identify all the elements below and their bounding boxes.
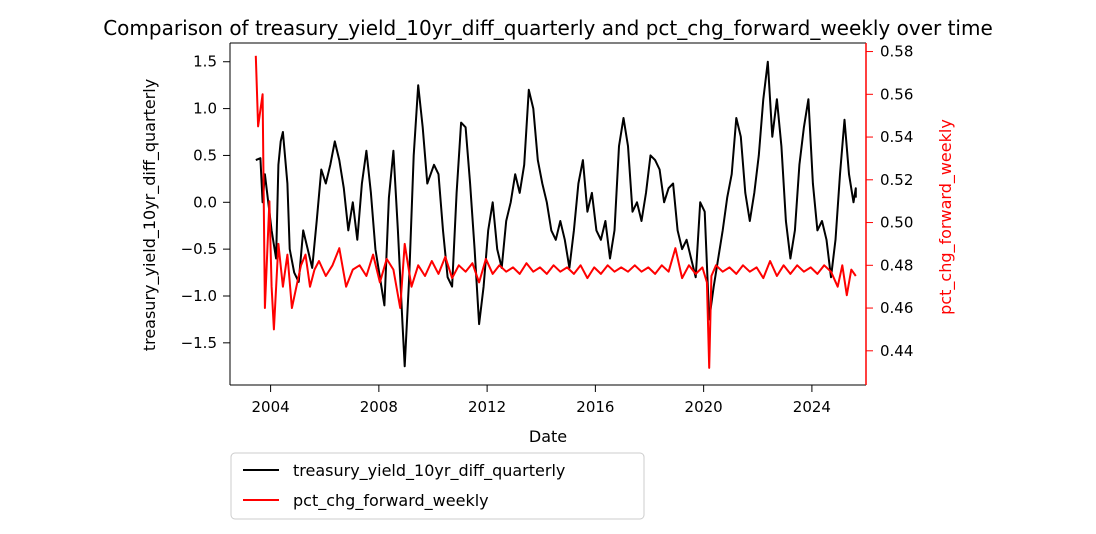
y-right-axis-label: pct_chg_forward_weekly <box>936 119 956 315</box>
y-left-tick-label: 0.5 <box>193 146 217 164</box>
y-right-tick-label: 0.52 <box>880 171 913 189</box>
y-left-tick-label: −0.5 <box>181 240 217 258</box>
y-left-tick-label: −1.0 <box>181 287 217 305</box>
y-right-tick-label: 0.54 <box>880 128 913 146</box>
x-tick-label: 2008 <box>360 398 398 416</box>
y-right-tick-label: 0.44 <box>880 342 913 360</box>
y-left-tick-label: 1.0 <box>193 100 217 118</box>
y-left-axis-ticks: −1.5 −1.0 −0.5 0.0 0.5 1.0 1.5 <box>181 53 230 352</box>
y-left-tick-label: 0.0 <box>193 193 217 211</box>
x-tick-label: 2004 <box>252 398 290 416</box>
y-right-tick-label: 0.58 <box>880 43 913 61</box>
y-left-axis-label: treasury_yield_10yr_diff_quarterly <box>140 79 160 351</box>
series-line-treasury-yield <box>255 60 857 368</box>
legend-label-pct-chg-forward: pct_chg_forward_weekly <box>293 491 489 511</box>
x-tick-label: 2016 <box>576 398 614 416</box>
y-right-tick-label: 0.50 <box>880 214 913 232</box>
y-left-tick-label: 1.5 <box>193 53 217 71</box>
x-tick-label: 2012 <box>468 398 506 416</box>
y-left-tick-label: −1.5 <box>181 334 217 352</box>
x-axis-ticks: 2004 2008 2012 2016 2020 2024 <box>252 385 831 416</box>
legend-box <box>230 452 645 520</box>
chart-title: Comparison of treasury_yield_10yr_diff_q… <box>103 16 993 40</box>
x-axis-label: Date <box>529 427 567 446</box>
y-right-tick-label: 0.48 <box>880 256 913 274</box>
x-tick-label: 2020 <box>685 398 723 416</box>
legend: treasury_yield_10yr_diff_quarterly pct_c… <box>230 452 645 520</box>
series-line-pct-chg-forward <box>254 55 857 369</box>
y-right-tick-label: 0.46 <box>880 299 913 317</box>
x-tick-label: 2024 <box>793 398 831 416</box>
legend-label-treasury-yield: treasury_yield_10yr_diff_quarterly <box>293 461 565 481</box>
y-right-tick-label: 0.56 <box>880 85 913 103</box>
y-right-axis-ticks: 0.44 0.46 0.48 0.50 0.52 0.54 0.56 0.58 <box>866 43 913 360</box>
